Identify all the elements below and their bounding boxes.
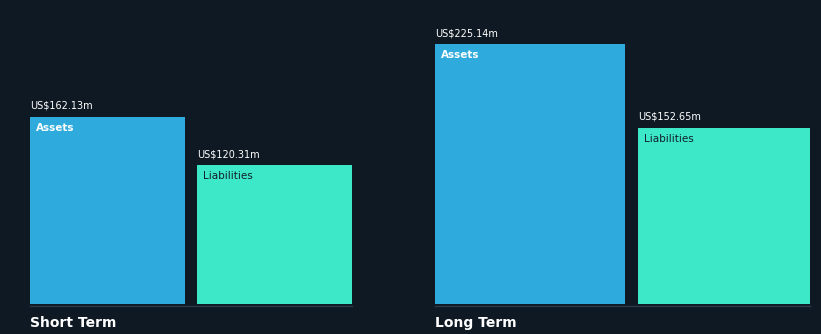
Text: US$225.14m: US$225.14m <box>435 28 498 38</box>
Text: US$152.65m: US$152.65m <box>638 112 701 122</box>
Text: Liabilities: Liabilities <box>644 134 694 144</box>
Bar <box>197 165 352 304</box>
Text: Assets: Assets <box>441 50 479 60</box>
Text: Liabilities: Liabilities <box>203 171 253 181</box>
Text: US$162.13m: US$162.13m <box>30 101 93 111</box>
Text: Assets: Assets <box>36 123 75 133</box>
Bar <box>435 44 625 304</box>
Text: Short Term: Short Term <box>30 316 117 330</box>
Text: Long Term: Long Term <box>435 316 516 330</box>
Bar <box>638 128 810 304</box>
Bar <box>30 117 185 304</box>
Text: US$120.31m: US$120.31m <box>197 149 259 159</box>
